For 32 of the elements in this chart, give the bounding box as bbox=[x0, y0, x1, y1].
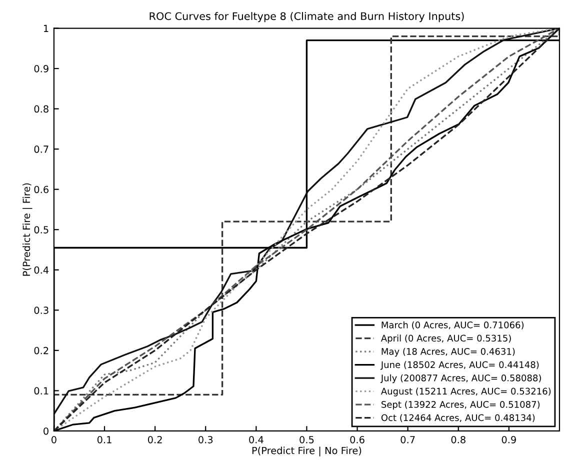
y-tick-label: 0.3 bbox=[34, 306, 48, 314]
x-tick-label: 0.3 bbox=[198, 436, 213, 444]
legend-label: August (15211 Acres, AUC= 0.53216) bbox=[380, 388, 551, 396]
y-axis-title: P(Predict Fire | Fire) bbox=[22, 183, 32, 276]
x-tick-label: 0.2 bbox=[148, 436, 162, 444]
chart-title: ROC Curves for Fueltype 8 (Climate and Burn History Inputs) bbox=[150, 12, 464, 22]
y-tick-label: 0 bbox=[44, 427, 48, 435]
legend-label: April (0 Acres, AUC= 0.5315) bbox=[380, 334, 511, 344]
y-tick-label: 0.6 bbox=[34, 186, 48, 194]
x-tick-label: 0.4 bbox=[249, 436, 264, 444]
legend-label: Sept (13922 Acres, AUC= 0.51087) bbox=[382, 400, 540, 410]
legend-label: Oct (12464 Acres, AUC= 0.48134) bbox=[381, 414, 535, 422]
y-tick-label: 0.4 bbox=[34, 266, 49, 274]
x-axis-title: P(Predict Fire | No Fire) bbox=[252, 446, 362, 456]
y-tick-label: 0.2 bbox=[34, 346, 48, 354]
x-tick-label: 0.7 bbox=[400, 436, 415, 444]
legend-label: June (18502 Acres, AUC= 0.44148) bbox=[380, 361, 539, 370]
x-tick-label: 0.8 bbox=[451, 436, 466, 444]
y-tick-label: 0.1 bbox=[34, 387, 48, 395]
y-tick-label: 0.7 bbox=[34, 146, 48, 153]
legend-label: July (200877 Acres, AUC= 0.58088) bbox=[380, 374, 541, 384]
x-tick-label: 0.5 bbox=[300, 436, 314, 444]
y-tick-label: 0.5 bbox=[34, 226, 48, 234]
x-tick-label: 0 bbox=[52, 436, 56, 444]
y-tick-label: 0.9 bbox=[34, 65, 48, 72]
y-tick-label: 1 bbox=[44, 24, 48, 32]
legend-label: March (0 Acres, AUC= 0.71066) bbox=[382, 321, 524, 330]
x-tick-label: 0.1 bbox=[97, 436, 112, 444]
x-tick-label: 0.9 bbox=[502, 436, 516, 444]
y-tick-label: 0.8 bbox=[34, 105, 48, 113]
legend-label: May (18 Acres, AUC= 0.4631) bbox=[382, 348, 515, 357]
x-tick-label: 0.6 bbox=[350, 436, 364, 444]
